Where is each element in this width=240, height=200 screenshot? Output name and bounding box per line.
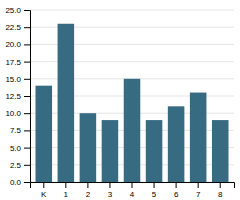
y-tick: 12.5 [5,92,30,101]
bar [190,93,207,182]
y-tick-label: 12.5 [5,92,21,101]
x-tick-mark [198,182,199,188]
y-tick-mark [24,62,30,63]
x-tick-mark [109,182,110,188]
x-tick: 2 [86,182,91,199]
y-tick-label: 7.5 [10,126,22,135]
y-tick-mark [24,10,30,11]
y-tick-mark [24,130,30,131]
bar [36,86,53,182]
y-tick: 0.0 [10,178,30,187]
x-tick-mark [176,182,177,188]
x-tick-label: 5 [152,190,157,199]
y-tick-mark [24,113,30,114]
y-tick-label: 0.0 [10,178,22,187]
x-tick: K [41,182,47,199]
bar [212,120,229,182]
x-tick-mark [65,182,66,188]
x-tick-label: 8 [218,190,223,199]
x-tick-mark [43,182,44,188]
chart-container: 0.0 2.5 5.0 7.5 10.0 12.5 15.0 17.5 20.0 22.5 25.0… [0,0,240,200]
plot-area: 0.0 2.5 5.0 7.5 10.0 12.5 15.0 17.5 20.0 22.5 25.0… [5,6,234,199]
x-tick: 3 [108,182,113,199]
chart-svg: 0.0 2.5 5.0 7.5 10.0 12.5 15.0 17.5 20.0 22.5 25.0… [0,0,240,200]
bar [124,79,141,182]
y-tick-mark [24,79,30,80]
y-tick: 25.0 [5,6,30,15]
y-tick-label: 5.0 [10,144,22,153]
y-tick-label: 2.5 [10,161,22,170]
x-axis-line [31,183,235,189]
x-tick-mark [220,182,221,188]
x-tick-label: 6 [174,190,179,199]
bar [80,113,97,182]
y-tick: 5.0 [10,144,30,153]
y-tick-mark [24,44,30,45]
x-tick: 8 [218,182,223,199]
y-axis: 0.0 2.5 5.0 7.5 10.0 12.5 15.0 17.5 20.0 22.5 25.0 [5,6,30,187]
y-axis-line [24,11,31,183]
x-tick-label: 3 [108,190,113,199]
y-tick-label: 20.0 [5,40,21,49]
x-tick-label: 2 [86,190,91,199]
bar [102,120,119,182]
x-tick-label: 7 [196,190,201,199]
x-tick-label: 1 [64,190,69,199]
bar [58,24,75,182]
y-tick-label: 15.0 [5,75,21,84]
grid [30,10,234,182]
x-tick-mark [87,182,88,188]
y-tick-label: 10.0 [5,109,21,118]
x-tick: 4 [130,182,135,199]
x-tick: 7 [196,182,201,199]
grid-line [30,10,234,11]
y-tick-mark [24,182,30,183]
y-tick-label: 25.0 [5,6,21,15]
y-tick: 15.0 [5,75,30,84]
x-tick-mark [132,182,133,188]
bars [36,24,229,182]
y-tick-label: 22.5 [5,23,21,32]
y-tick: 20.0 [5,40,30,49]
x-tick-label: K [41,190,47,199]
x-tick-label: 4 [130,190,135,199]
x-tick-mark [154,182,155,188]
y-tick: 22.5 [5,23,30,32]
y-tick-mark [24,148,30,149]
y-tick: 17.5 [5,58,30,67]
x-tick: 6 [174,182,179,199]
y-tick-mark [24,27,30,28]
x-tick: 5 [152,182,157,199]
x-axis: K 1 2 3 4 5 6 7 8 [31,182,235,199]
y-tick-mark [24,96,30,97]
y-tick: 10.0 [5,109,30,118]
bar [146,120,163,182]
x-tick: 1 [64,182,69,199]
y-tick-label: 17.5 [5,58,21,67]
y-tick: 7.5 [10,126,30,135]
y-tick: 2.5 [10,161,30,170]
y-tick-mark [24,165,30,166]
bar [168,106,185,182]
